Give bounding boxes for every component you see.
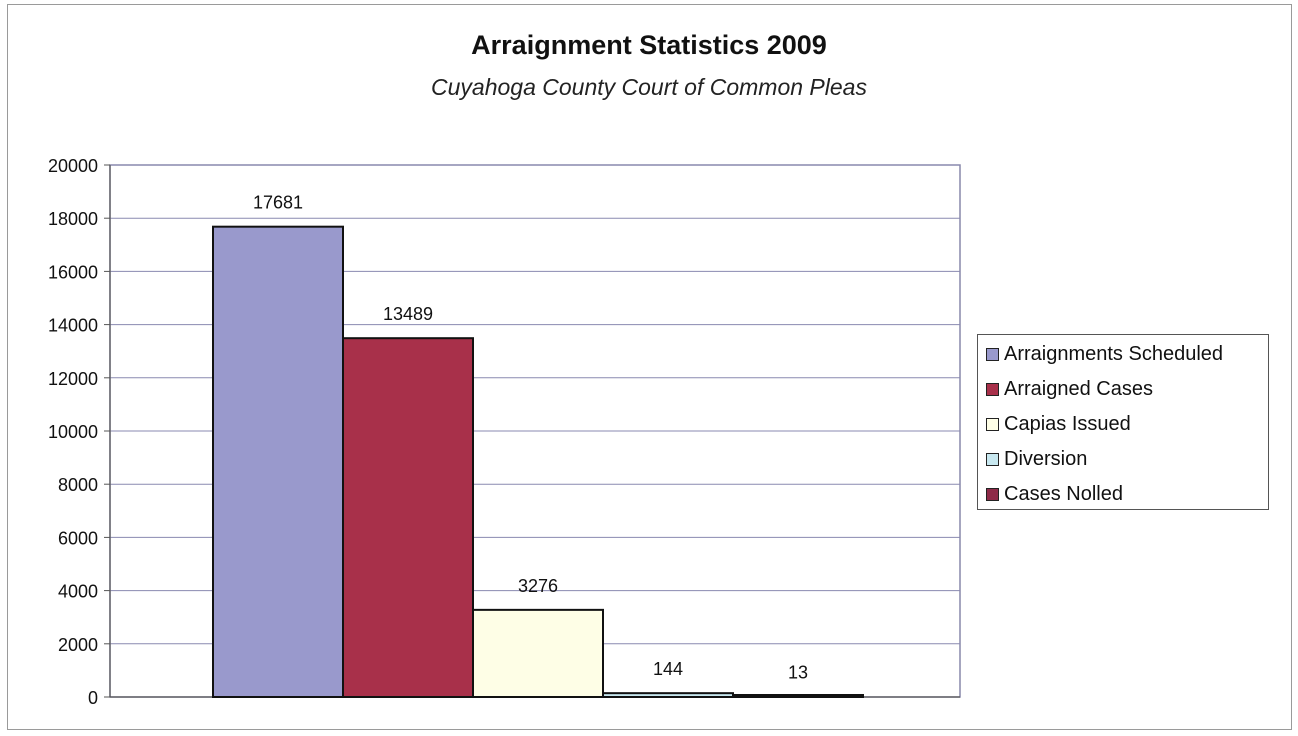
- legend-item: Diversion: [986, 444, 1087, 474]
- legend-label: Diversion: [1004, 447, 1088, 470]
- legend-label: Cases Nolled: [1004, 482, 1123, 505]
- data-label: 13489: [383, 304, 433, 324]
- legend-swatch: [986, 382, 999, 396]
- data-label: 13: [788, 663, 808, 683]
- legend-label: Capias Issued: [1004, 412, 1131, 435]
- legend-swatch: [986, 452, 999, 466]
- y-tick-label: 10000: [48, 422, 98, 442]
- legend-swatch: [986, 487, 999, 501]
- legend-item: Arraigned Cases: [986, 374, 1153, 404]
- y-tick-label: 18000: [48, 209, 98, 229]
- legend-item: Cases Nolled: [986, 479, 1123, 509]
- y-tick-label: 2000: [58, 635, 98, 655]
- bar-1: [342, 337, 474, 698]
- y-tick-label: 20000: [48, 156, 98, 176]
- y-tick-label: 8000: [58, 475, 98, 495]
- bar-4: [732, 694, 864, 698]
- bar-3: [602, 692, 734, 699]
- chart-title: Arraignment Statistics 2009: [471, 30, 827, 60]
- legend-item: Arraignments Scheduled: [986, 339, 1223, 369]
- bar-0: [212, 225, 344, 698]
- legend-swatch: [986, 347, 999, 361]
- bar-2: [472, 608, 604, 698]
- y-tick-label: 14000: [48, 316, 98, 336]
- legend-swatch: [986, 417, 999, 431]
- y-tick-label: 16000: [48, 262, 98, 282]
- legend-label: Arraigned Cases: [1004, 377, 1153, 400]
- chart-legend: Arraignments Scheduled Arraigned Cases Cap…: [977, 334, 1269, 510]
- legend-label: Arraignments Scheduled: [1004, 342, 1224, 365]
- chart-subtitle: Cuyahoga County Court of Common Pleas: [431, 74, 867, 100]
- y-tick-label: 0: [88, 688, 98, 708]
- y-tick-label: 12000: [48, 369, 98, 389]
- y-tick-label: 6000: [58, 528, 98, 548]
- data-label: 3276: [518, 576, 558, 596]
- y-tick-label: 4000: [58, 582, 98, 602]
- data-label: 17681: [253, 193, 303, 213]
- data-label: 144: [653, 659, 683, 679]
- legend-item: Capias Issued: [986, 409, 1131, 439]
